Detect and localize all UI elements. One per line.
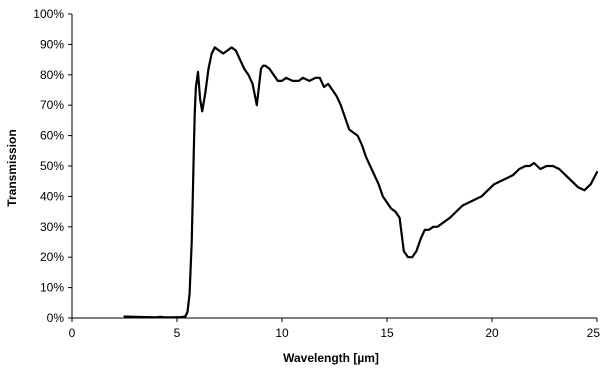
- transmission-curve: [123, 46, 599, 319]
- y-tick-label: 60%: [40, 129, 64, 143]
- y-tick-label: 20%: [40, 250, 64, 264]
- y-tick-label: 100%: [33, 7, 64, 21]
- y-tick-label: 0%: [47, 311, 65, 325]
- y-axis-title: Transmission: [5, 129, 19, 206]
- x-tick-label: 0: [69, 326, 76, 340]
- x-axis-ticks: 0 5 10 15 20 25: [69, 318, 601, 340]
- y-tick-label: 10%: [40, 281, 64, 295]
- y-tick-label: 50%: [40, 159, 64, 173]
- x-axis-title: Wavelength [µm]: [283, 351, 379, 365]
- y-tick-label: 90%: [40, 37, 64, 51]
- y-tick-label: 70%: [40, 98, 64, 112]
- y-axis-ticks: 0% 10% 20% 30% 40% 50% 60% 70% 80% 90% 100%: [33, 7, 72, 325]
- y-tick-label: 30%: [40, 220, 64, 234]
- x-tick-label: 15: [380, 326, 394, 340]
- y-tick-label: 40%: [40, 189, 64, 203]
- x-tick-label: 20: [485, 326, 499, 340]
- x-tick-label: 5: [174, 326, 181, 340]
- y-tick-label: 80%: [40, 68, 64, 82]
- x-tick-label: 10: [275, 326, 289, 340]
- x-tick-label: 25: [587, 326, 601, 340]
